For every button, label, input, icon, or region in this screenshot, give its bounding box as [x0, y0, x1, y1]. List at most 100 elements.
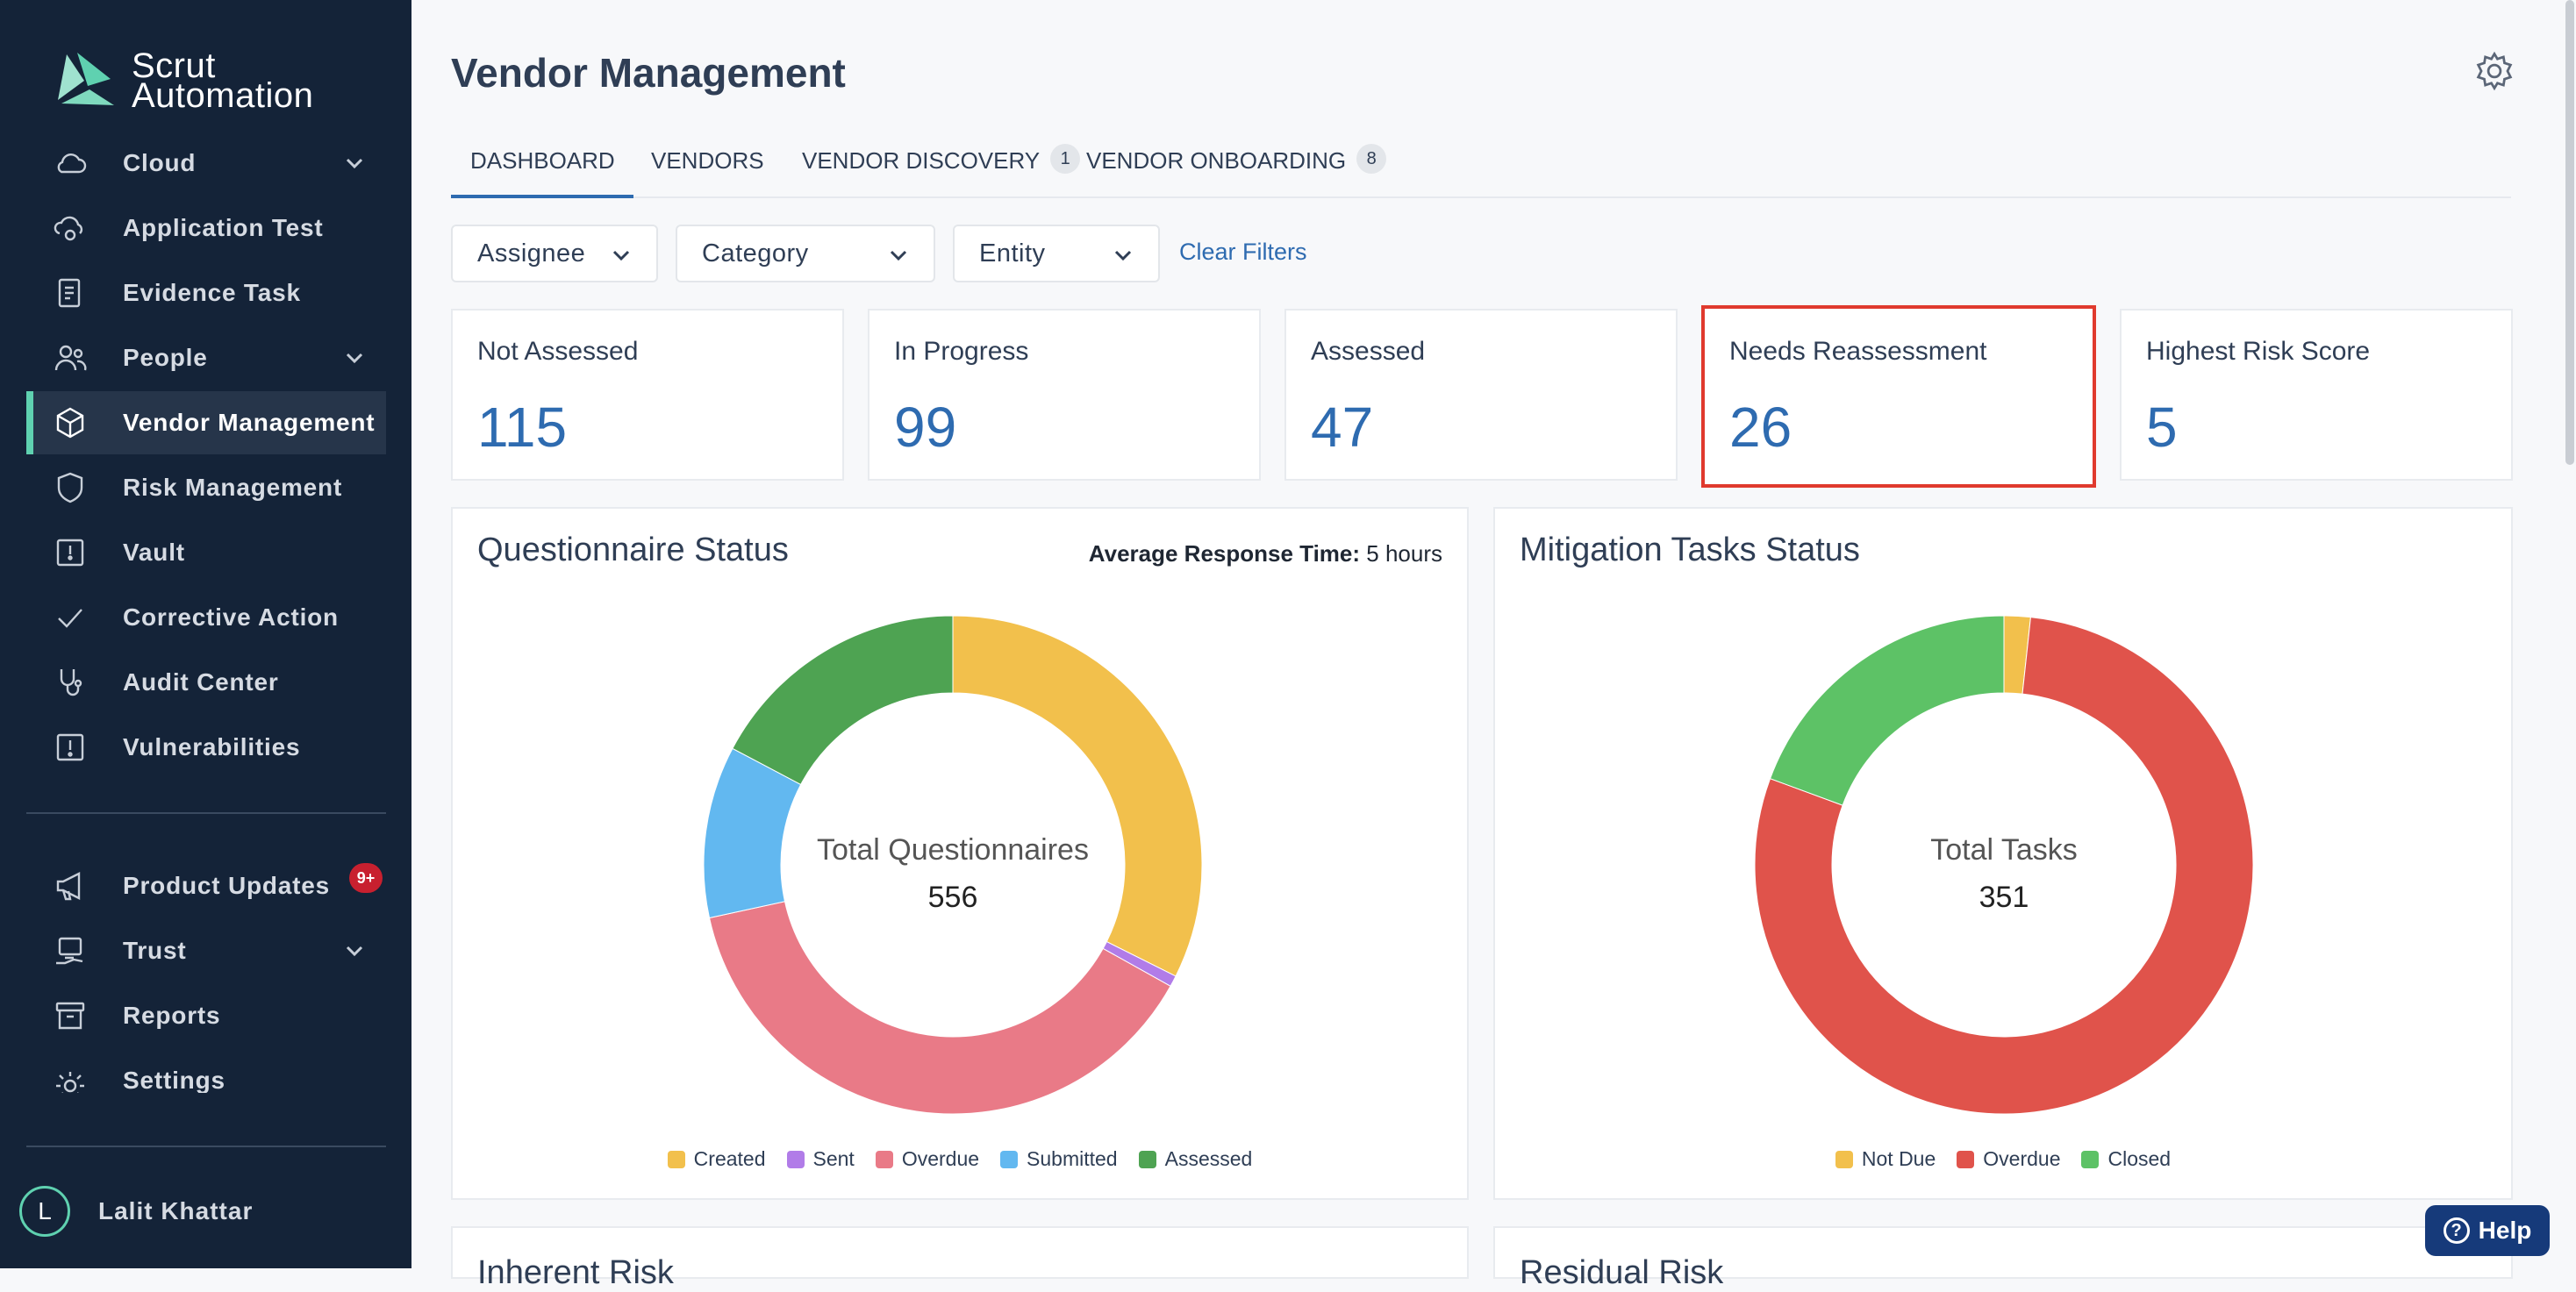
- user-profile[interactable]: L Lalit Khattar: [19, 1186, 253, 1237]
- shield-icon: [51, 468, 89, 507]
- stat-card-assessed[interactable]: Assessed 47: [1284, 309, 1678, 481]
- entity-filter[interactable]: Entity: [953, 225, 1160, 282]
- stat-value: 115: [477, 396, 568, 459]
- sidebar-item-application-test[interactable]: Application Test: [26, 196, 386, 260]
- sidebar-item-cloud[interactable]: Cloud: [26, 132, 386, 195]
- stat-value: 99: [894, 396, 957, 459]
- sidebar-item-label: Vault: [123, 539, 185, 566]
- sidebar-item-label: Evidence Task: [123, 279, 301, 306]
- sidebar-item-label: Reports: [123, 1002, 221, 1029]
- donut-slice-closed[interactable]: [1769, 615, 2005, 806]
- sidebar-item-vault[interactable]: Vault: [26, 521, 386, 584]
- brand-logo[interactable]: Scrut Automation: [49, 46, 313, 116]
- help-label: Help: [2478, 1217, 2532, 1244]
- check-icon: [51, 598, 89, 637]
- legend-item[interactable]: Created: [667, 1147, 766, 1171]
- stat-card-needs-reassessment[interactable]: Needs Reassessment 26: [1701, 305, 2096, 488]
- chevron-down-icon: [886, 243, 911, 268]
- legend-label: Created: [693, 1147, 766, 1170]
- page-title: Vendor Management: [451, 50, 846, 96]
- legend-item[interactable]: Assessed: [1138, 1147, 1253, 1171]
- tab-vendor-discovery[interactable]: VENDOR DISCOVERY 1: [802, 144, 1081, 198]
- mitigation-donut-chart: Total Tasks 351: [1754, 615, 2254, 1115]
- legend-item[interactable]: Sent: [786, 1147, 855, 1171]
- stat-card-highest-risk-score[interactable]: Highest Risk Score 5: [2120, 309, 2513, 481]
- updates-count-badge: 9+: [349, 863, 383, 893]
- category-filter[interactable]: Category: [676, 225, 935, 282]
- legend-item[interactable]: Not Due: [1835, 1147, 1936, 1171]
- legend-item[interactable]: Overdue: [1957, 1147, 2060, 1171]
- mitigation-legend: Not Due Overdue Closed: [1495, 1147, 2511, 1171]
- legend-label: Assessed: [1164, 1147, 1253, 1170]
- alert-icon: [51, 728, 89, 767]
- clear-filters-link[interactable]: Clear Filters: [1179, 239, 1307, 265]
- questionnaire-donut-chart: Total Questionnaires 556: [703, 615, 1203, 1115]
- sidebar-item-settings[interactable]: Settings: [26, 1049, 386, 1093]
- scrut-logo-icon: [58, 53, 114, 105]
- sidebar-item-audit-center[interactable]: Audit Center: [26, 651, 386, 714]
- donut-slice-assessed[interactable]: [732, 615, 954, 786]
- legend-swatch: [1000, 1150, 1019, 1168]
- chevron-down-icon[interactable]: [342, 151, 367, 175]
- sidebar-item-vendor-management[interactable]: Vendor Management: [26, 391, 386, 454]
- tab-bar: DASHBOARD VENDORS VENDOR DISCOVERY 1 VEN…: [451, 140, 2511, 198]
- filter-label: Entity: [979, 239, 1046, 268]
- legend-swatch: [1957, 1150, 1975, 1168]
- legend-item[interactable]: Closed: [2081, 1147, 2171, 1171]
- sidebar-item-evidence-task[interactable]: Evidence Task: [26, 261, 386, 325]
- stat-card-in-progress[interactable]: In Progress 99: [868, 309, 1261, 481]
- stat-value: 5: [2146, 396, 2178, 459]
- archive-icon: [51, 996, 89, 1035]
- sidebar-item-risk-management[interactable]: Risk Management: [26, 456, 386, 519]
- sidebar-item-people[interactable]: People: [26, 326, 386, 389]
- questionnaire-status-panel: Questionnaire Status Average Response Ti…: [451, 507, 1469, 1200]
- legend-item[interactable]: Overdue: [875, 1147, 979, 1171]
- stat-label: In Progress: [894, 337, 1029, 366]
- donut-slice-created[interactable]: [952, 615, 1203, 977]
- tab-vendor-onboarding[interactable]: VENDOR ONBOARDING 8: [1086, 144, 1387, 198]
- sidebar: Scrut Automation Cloud Application Test …: [0, 0, 411, 1268]
- tab-label: DASHBOARD: [470, 147, 615, 174]
- donut-slice-overdue[interactable]: [1754, 617, 2254, 1115]
- average-response-time: Average Response Time: 5 hours: [1089, 540, 1442, 567]
- tab-vendors[interactable]: VENDORS: [651, 147, 764, 198]
- legend-swatch: [1835, 1150, 1853, 1168]
- panel-title: Inherent Risk: [477, 1254, 674, 1291]
- sidebar-item-label: Cloud: [123, 149, 197, 176]
- panel-title: Mitigation Tasks Status: [1520, 532, 1860, 568]
- sidebar-item-label: Settings: [123, 1067, 225, 1093]
- donut-center-label: Total Tasks: [1930, 833, 2078, 867]
- vault-icon: [51, 533, 89, 572]
- donut-center-value: 556: [928, 881, 978, 914]
- chevron-down-icon: [1111, 243, 1135, 268]
- panel-title: Residual Risk: [1520, 1254, 1724, 1291]
- help-button[interactable]: ? Help: [2425, 1205, 2550, 1256]
- megaphone-icon: [51, 867, 89, 905]
- sidebar-item-corrective-action[interactable]: Corrective Action: [26, 586, 386, 649]
- settings-gear-icon[interactable]: [2474, 51, 2515, 91]
- legend-item[interactable]: Submitted: [1000, 1147, 1118, 1171]
- legend-swatch: [1138, 1150, 1156, 1168]
- brand-line1: Scrut: [132, 46, 216, 85]
- legend-label: Not Due: [1861, 1147, 1936, 1170]
- trust-icon: [51, 932, 89, 970]
- chevron-down-icon[interactable]: [342, 939, 367, 963]
- sidebar-divider: [26, 812, 386, 814]
- filter-label: Assignee: [477, 239, 586, 268]
- donut-slice-overdue[interactable]: [708, 901, 1171, 1115]
- sidebar-item-label: Vulnerabilities: [123, 733, 301, 760]
- stat-label: Not Assessed: [477, 337, 639, 366]
- chevron-down-icon[interactable]: [342, 346, 367, 370]
- legend-swatch: [786, 1150, 805, 1168]
- sidebar-item-label: Application Test: [123, 214, 324, 241]
- assignee-filter[interactable]: Assignee: [451, 225, 658, 282]
- legend-label: Closed: [2107, 1147, 2172, 1170]
- tab-dashboard[interactable]: DASHBOARD: [451, 147, 633, 198]
- sidebar-item-trust[interactable]: Trust: [26, 919, 386, 982]
- sidebar-item-vulnerabilities[interactable]: Vulnerabilities: [26, 716, 386, 779]
- stat-card-not-assessed[interactable]: Not Assessed 115: [451, 309, 844, 481]
- sidebar-item-product-updates[interactable]: Product Updates: [26, 854, 386, 917]
- scrollbar-thumb[interactable]: [2565, 0, 2574, 465]
- sidebar-item-reports[interactable]: Reports: [26, 984, 386, 1047]
- stat-value: 26: [1729, 396, 1792, 459]
